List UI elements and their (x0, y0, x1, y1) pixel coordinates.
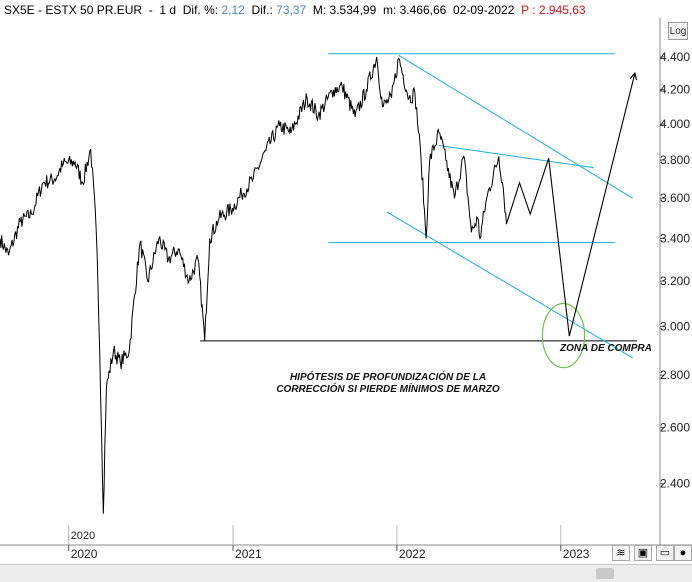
max-label: M: (312, 3, 327, 17)
symbol-label: SX5E - ESTX 50 PR.EUR (4, 3, 143, 17)
projection-polyline (505, 73, 635, 337)
x-tick-label: 2022 (399, 547, 426, 561)
chart-canvas[interactable]: 4.400 4.200 4.000 3.800 3.600 3.400 3.200 3.000… (0, 0, 692, 564)
price-series (0, 56, 507, 514)
y-tick-label: 3.800 (660, 153, 690, 167)
support-levels (200, 53, 638, 342)
dif-pct-label: Dif. %: (182, 3, 219, 17)
buy-zone-ellipse-shape (541, 302, 586, 369)
save-icon[interactable]: ▣ (634, 545, 652, 561)
y-tick-label: 4.200 (660, 83, 690, 97)
dif-label: Dif.: (251, 3, 273, 17)
min-value: 3.466,66 (399, 3, 447, 17)
x-tick-label: 2021 (235, 547, 262, 561)
dif-pct-value: 2,12 (221, 3, 245, 17)
y-tick-label: 2.800 (660, 368, 690, 382)
hypothesis-line-2: CORRECCIÓN SI PIERDE MÍNIMOS DE MARZO (276, 384, 500, 395)
y-tick-label: 2.400 (660, 477, 690, 491)
y-tick-label: 4.400 (660, 50, 690, 64)
buy-zone-ellipse (541, 302, 586, 369)
x-tick-label: 2023 (563, 547, 590, 561)
hypothesis-line-1: HIPÓTESIS DE PROFUNDIZACIÓN DE LA (289, 372, 487, 383)
channel-line (439, 144, 594, 169)
y-tick-label: 3.400 (660, 231, 690, 245)
channel-line (386, 211, 633, 359)
channel-line (398, 54, 633, 199)
horizontal-scrollbar[interactable] (0, 564, 692, 582)
price-label: P : (521, 3, 536, 17)
y-axis: 4.400 4.200 4.000 3.800 3.600 3.400 3.200 3.000… (660, 50, 690, 491)
max-value: 3.534,99 (329, 3, 377, 17)
layout-icon[interactable]: ▭ (656, 545, 674, 561)
y-tick-label: 3.200 (660, 274, 690, 288)
y-tick-label: 4.000 (660, 117, 690, 131)
interval-label: 1 d (159, 3, 177, 17)
min-label: m: (382, 3, 397, 17)
trend-channels (386, 54, 633, 359)
chart-header: SX5E - ESTX 50 PR.EUR - 1 d Dif. %: 2,12… (4, 3, 586, 17)
y-tick-label: 3.600 (660, 191, 690, 205)
compare-icon[interactable]: ≋ (612, 545, 630, 561)
price-line (0, 56, 507, 514)
y-tick-label: 2.600 (660, 420, 690, 434)
date-value: 02-09-2022 (453, 3, 515, 17)
dif-value: 73,37 (276, 3, 307, 17)
zona-de-compra-label: ZONA DE COMPRA (560, 343, 652, 354)
price-value: 2.945,63 (538, 3, 586, 17)
x-tick-label: 2020 (71, 547, 98, 561)
settings-icon[interactable]: ● (674, 545, 692, 561)
log-scale-button[interactable]: Log (668, 22, 688, 40)
x-axis: 2020 2021 2022 2023 2020 (68, 525, 590, 561)
scrollbar-thumb[interactable] (596, 568, 614, 579)
x-top-label: 2020 (71, 530, 95, 542)
projection-path (505, 73, 635, 337)
y-tick-label: 3.000 (660, 320, 690, 334)
